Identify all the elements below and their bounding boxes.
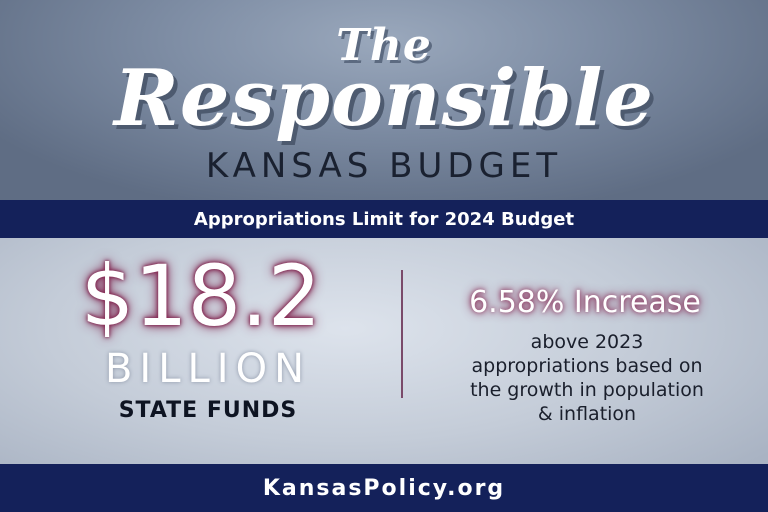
title-kansas-budget: KANSAS BUDGET bbox=[205, 146, 563, 186]
content-area bbox=[0, 238, 768, 464]
vertical-divider bbox=[401, 270, 403, 398]
increase-percent: 6.58% Increase bbox=[469, 285, 701, 320]
title-the: The bbox=[336, 20, 432, 71]
title-area: The Responsible KANSAS BUDGET bbox=[0, 0, 768, 200]
description-line: appropriations based on bbox=[471, 355, 703, 377]
appropriations-banner: Appropriations Limit for 2024 Budget bbox=[0, 200, 768, 238]
title-responsible: Responsible bbox=[114, 53, 654, 144]
amount-unit: BILLION bbox=[104, 346, 311, 392]
description-line: above 2023 bbox=[530, 331, 644, 353]
description-line: the growth in population bbox=[470, 379, 704, 401]
footer-website[interactable]: KansasPolicy.org bbox=[0, 464, 768, 512]
description-line: & inflation bbox=[537, 403, 637, 425]
amount-value: $18.2 bbox=[80, 247, 322, 345]
fund-type-label: STATE FUNDS bbox=[118, 398, 298, 423]
increase-description: above 2023 appropriations based on the g… bbox=[432, 330, 742, 426]
